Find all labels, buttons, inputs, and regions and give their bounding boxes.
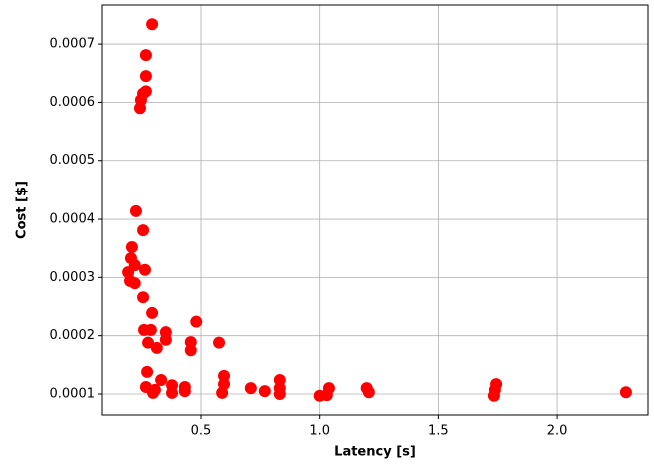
x-axis-label: Latency [s] — [334, 445, 416, 460]
point — [137, 291, 150, 304]
x-tick-label: 1.0 — [309, 424, 330, 439]
point — [137, 224, 150, 237]
point — [258, 385, 271, 398]
point — [146, 18, 159, 31]
point — [129, 204, 142, 217]
y-tick-label: 0.0001 — [50, 387, 96, 402]
y-axis-label: Cost [$] — [15, 181, 30, 239]
point — [139, 70, 152, 83]
point — [166, 386, 179, 399]
point — [128, 277, 141, 290]
x-tick-label: 1.5 — [428, 424, 449, 439]
point — [150, 341, 163, 354]
point — [139, 49, 152, 62]
point — [178, 385, 191, 398]
y-tick-label: 0.0005 — [50, 153, 96, 168]
point — [273, 388, 286, 401]
y-tick-label: 0.0003 — [50, 270, 96, 285]
point — [190, 315, 203, 328]
point — [362, 386, 375, 399]
point — [146, 306, 159, 319]
point — [133, 102, 146, 115]
point — [155, 374, 168, 387]
y-tick-label: 0.0004 — [50, 212, 96, 227]
point — [320, 389, 333, 402]
point — [141, 365, 154, 378]
plot-frame — [101, 4, 649, 416]
point — [144, 323, 157, 336]
point — [147, 386, 160, 399]
point — [216, 386, 229, 399]
point — [244, 382, 257, 395]
point — [125, 241, 138, 254]
y-tick-label: 0.0002 — [50, 328, 96, 343]
x-tick-label: 2.0 — [547, 424, 568, 439]
point — [619, 386, 632, 399]
y-tick-label: 0.0006 — [50, 95, 96, 110]
point — [213, 336, 226, 349]
point — [159, 333, 172, 346]
x-tick-label: 0.5 — [191, 424, 212, 439]
point — [487, 389, 500, 402]
point — [184, 344, 197, 357]
y-tick-label: 0.0007 — [50, 37, 96, 52]
point — [142, 336, 155, 349]
point — [138, 263, 151, 276]
